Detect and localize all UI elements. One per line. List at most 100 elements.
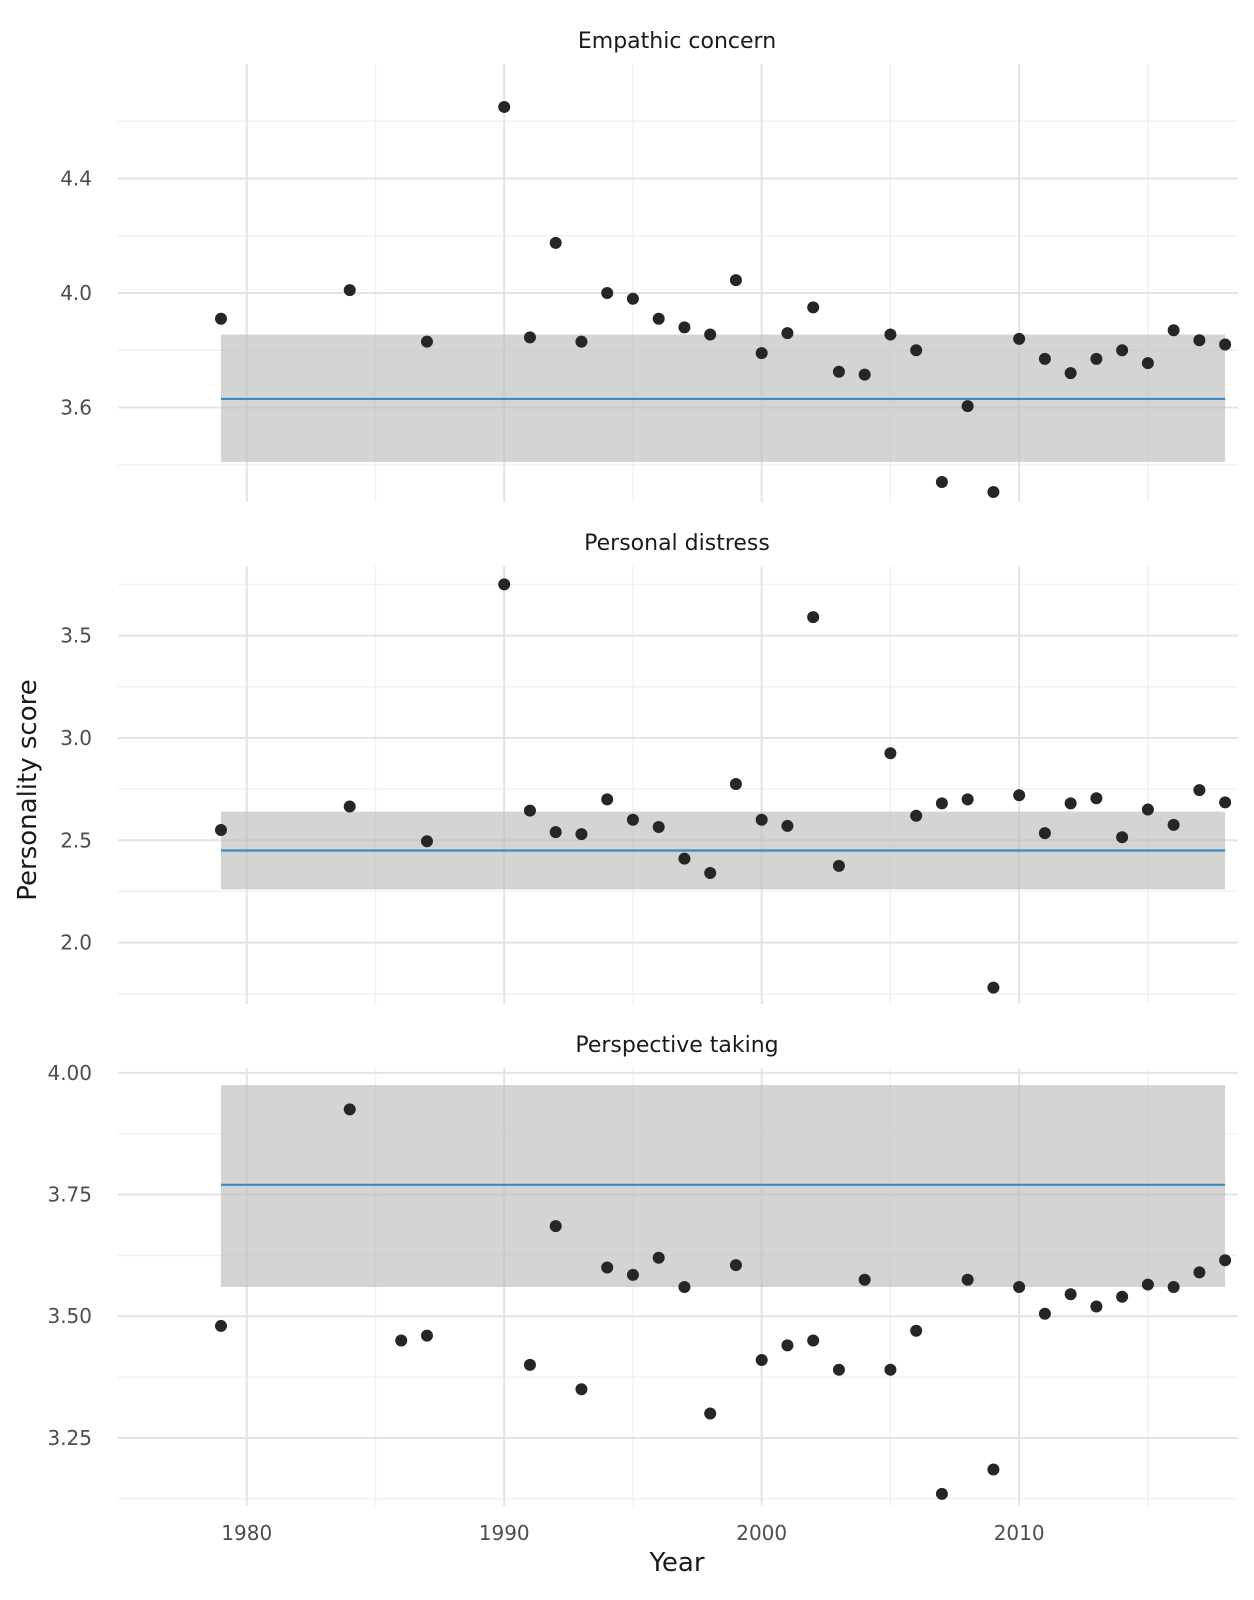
data-point bbox=[1116, 344, 1129, 357]
data-point bbox=[884, 747, 897, 760]
data-point bbox=[961, 793, 974, 806]
confidence-band bbox=[220, 1085, 1226, 1287]
data-point bbox=[807, 301, 820, 314]
y-tick-label: 3.5 bbox=[60, 624, 92, 648]
data-point bbox=[1013, 789, 1026, 802]
data-point bbox=[961, 1273, 974, 1286]
data-point bbox=[1064, 1288, 1077, 1301]
data-point bbox=[1167, 818, 1180, 831]
data-point bbox=[1167, 1281, 1180, 1293]
data-point bbox=[1116, 831, 1129, 844]
data-point bbox=[575, 1383, 588, 1396]
data-point bbox=[1116, 1290, 1129, 1303]
data-point bbox=[523, 1358, 536, 1371]
data-point bbox=[1193, 784, 1206, 797]
data-point bbox=[575, 335, 588, 348]
data-point bbox=[755, 813, 768, 826]
data-point bbox=[858, 1273, 871, 1286]
panel-3: Perspective taking 3.25 3.50 3.75 4.00 bbox=[47, 1033, 1238, 1506]
data-point bbox=[755, 347, 768, 360]
data-point bbox=[523, 804, 536, 817]
data-point bbox=[935, 1487, 948, 1500]
panel-title: Personal distress bbox=[584, 531, 770, 556]
data-point bbox=[832, 1363, 845, 1376]
data-point bbox=[1193, 334, 1206, 347]
data-point bbox=[652, 820, 665, 833]
data-point bbox=[575, 828, 588, 841]
data-point bbox=[987, 485, 1000, 498]
data-point bbox=[884, 328, 897, 341]
data-point bbox=[910, 809, 923, 822]
data-point bbox=[214, 312, 227, 325]
data-point bbox=[420, 835, 433, 848]
data-point bbox=[549, 1220, 562, 1233]
data-point bbox=[858, 368, 871, 381]
data-point bbox=[1090, 792, 1103, 805]
data-point bbox=[910, 1324, 923, 1337]
data-point bbox=[755, 1354, 768, 1366]
data-point bbox=[1038, 352, 1051, 365]
data-point bbox=[549, 826, 562, 839]
data-point bbox=[729, 1259, 742, 1272]
data-point bbox=[1219, 1254, 1232, 1267]
data-point bbox=[678, 1281, 691, 1293]
data-point bbox=[1167, 324, 1180, 337]
data-point bbox=[420, 335, 433, 348]
data-point bbox=[626, 1268, 639, 1281]
data-point bbox=[1193, 1266, 1206, 1279]
data-point bbox=[961, 400, 974, 413]
x-tick-label: 1980 bbox=[221, 1521, 272, 1545]
y-tick-label: 3.0 bbox=[60, 726, 92, 750]
data-point bbox=[626, 813, 639, 826]
y-tick-label: 4.0 bbox=[60, 281, 92, 305]
data-point bbox=[987, 981, 1000, 994]
data-point bbox=[935, 797, 948, 810]
data-point bbox=[678, 321, 691, 334]
y-tick-label: 3.25 bbox=[47, 1426, 92, 1450]
y-axis-title: Personality score bbox=[13, 679, 43, 900]
data-point bbox=[884, 1363, 897, 1376]
data-point bbox=[1141, 357, 1154, 370]
data-point bbox=[626, 292, 639, 305]
data-point bbox=[343, 800, 356, 813]
panel-title: Perspective taking bbox=[575, 1033, 778, 1058]
y-tick-label: 2.0 bbox=[60, 931, 92, 955]
data-point bbox=[343, 284, 356, 297]
data-point bbox=[704, 328, 717, 341]
data-point bbox=[343, 1103, 356, 1116]
data-point bbox=[420, 1329, 433, 1342]
data-point bbox=[1038, 827, 1051, 840]
data-point bbox=[214, 1319, 227, 1332]
data-point bbox=[1141, 1278, 1154, 1291]
data-point bbox=[1064, 797, 1077, 810]
data-point bbox=[935, 475, 948, 488]
data-point bbox=[1141, 803, 1154, 816]
data-point bbox=[498, 100, 511, 113]
data-point bbox=[1219, 338, 1232, 351]
data-point bbox=[781, 819, 794, 832]
data-point bbox=[601, 793, 614, 806]
x-tick-label: 1990 bbox=[479, 1521, 530, 1545]
data-point bbox=[807, 1334, 820, 1347]
y-tick-label: 2.5 bbox=[60, 828, 92, 852]
x-tick-label: 2000 bbox=[736, 1521, 787, 1545]
y-tick-label: 3.75 bbox=[47, 1183, 92, 1207]
data-point bbox=[523, 331, 536, 344]
data-point bbox=[601, 1261, 614, 1274]
data-point bbox=[781, 327, 794, 340]
y-tick-label: 4.00 bbox=[47, 1061, 92, 1085]
data-point bbox=[1038, 1307, 1051, 1320]
data-point bbox=[1013, 1281, 1026, 1293]
data-point bbox=[832, 365, 845, 378]
data-point bbox=[987, 1463, 1000, 1476]
data-point bbox=[1013, 332, 1026, 345]
data-point bbox=[704, 1407, 717, 1420]
data-point bbox=[678, 852, 691, 865]
data-point bbox=[832, 859, 845, 872]
data-point bbox=[781, 1339, 794, 1352]
data-point bbox=[652, 312, 665, 325]
y-tick-label: 3.6 bbox=[60, 396, 92, 420]
data-point bbox=[910, 344, 923, 357]
x-axis-title: Year bbox=[648, 1548, 704, 1578]
